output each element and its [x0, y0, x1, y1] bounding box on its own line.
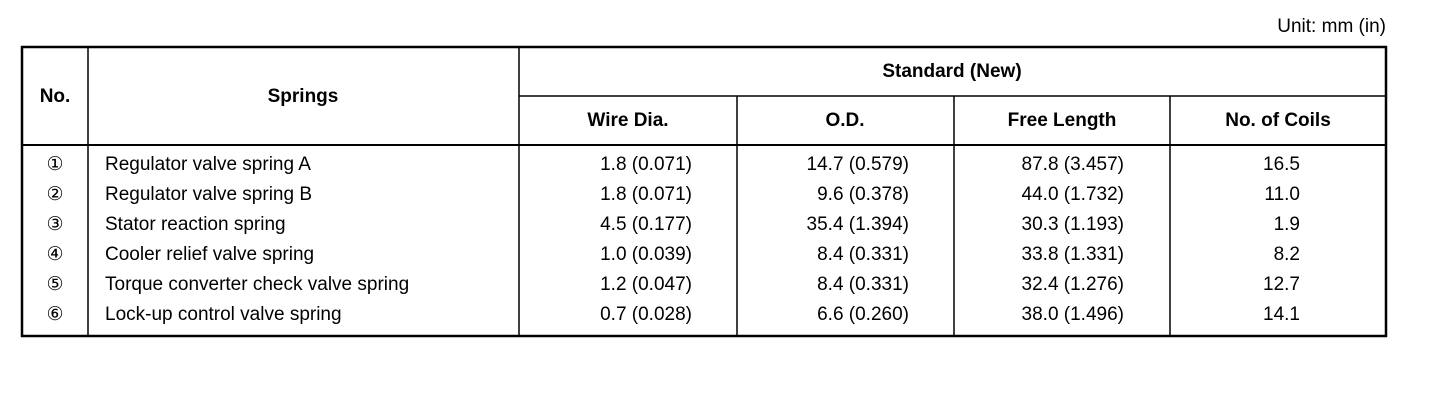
table-cell: 11.0 [1264, 184, 1300, 205]
table-cell: 8.4 (0.331) [817, 244, 909, 265]
table-cell: Torque converter check valve spring [105, 274, 409, 295]
table-cell: 38.0 (1.496) [1022, 304, 1124, 325]
table-cell: 6.6 (0.260) [817, 304, 909, 325]
header-cell: Wire Dia. [587, 110, 668, 131]
table-body: ① Regulator valve spring A 1.8 (0.071) 14.7… [46, 154, 1300, 325]
table-cell: Regulator valve spring A [105, 154, 311, 175]
table-cell: 35.4 (1.394) [807, 214, 909, 235]
row-number: ⑥ [46, 304, 63, 325]
table-cell: 16.5 [1263, 154, 1300, 175]
table-cell: 1.9 [1274, 214, 1300, 235]
row-number: ③ [46, 214, 63, 235]
table-cell: 8.4 (0.331) [817, 274, 909, 295]
header-cell: Springs [268, 86, 339, 107]
table-cell: 1.0 (0.039) [600, 244, 692, 265]
header-cell: Free Length [1008, 110, 1117, 131]
row-number: ④ [46, 244, 63, 265]
table-cell: Stator reaction spring [105, 214, 286, 235]
table-cell: 1.8 (0.071) [600, 184, 692, 205]
table-cell: 9.6 (0.378) [817, 184, 909, 205]
table-cell: Lock-up control valve spring [105, 304, 342, 325]
table-cell: Regulator valve spring B [105, 184, 312, 205]
table-cell: Cooler relief valve spring [105, 244, 314, 265]
table-cell: 12.7 [1263, 274, 1300, 295]
table-cell: 87.8 (3.457) [1022, 154, 1124, 175]
header-cell: No. [40, 86, 71, 107]
table-cell: 32.4 (1.276) [1022, 274, 1124, 295]
table-cell: 0.7 (0.028) [600, 304, 692, 325]
table-cell: 14.7 (0.579) [807, 154, 909, 175]
row-number: ② [46, 184, 63, 205]
unit-note: Unit: mm (in) [1277, 16, 1386, 37]
table-border [20, 45, 1388, 338]
row-number: ⑤ [46, 274, 63, 295]
row-number: ① [46, 154, 63, 175]
header-cell: O.D. [825, 110, 864, 131]
table-cell: 30.3 (1.193) [1022, 214, 1124, 235]
table-cell: 14.1 [1263, 304, 1300, 325]
table-cell: 33.8 (1.331) [1022, 244, 1124, 265]
table-cell: 8.2 [1274, 244, 1300, 265]
table-cell: 4.5 (0.177) [600, 214, 692, 235]
table-cell: 44.0 (1.732) [1022, 184, 1124, 205]
table-cell: 1.2 (0.047) [600, 274, 692, 295]
table-cell: 1.8 (0.071) [600, 154, 692, 175]
header-cell: No. of Coils [1225, 110, 1331, 131]
header-cell: Standard (New) [882, 61, 1021, 82]
